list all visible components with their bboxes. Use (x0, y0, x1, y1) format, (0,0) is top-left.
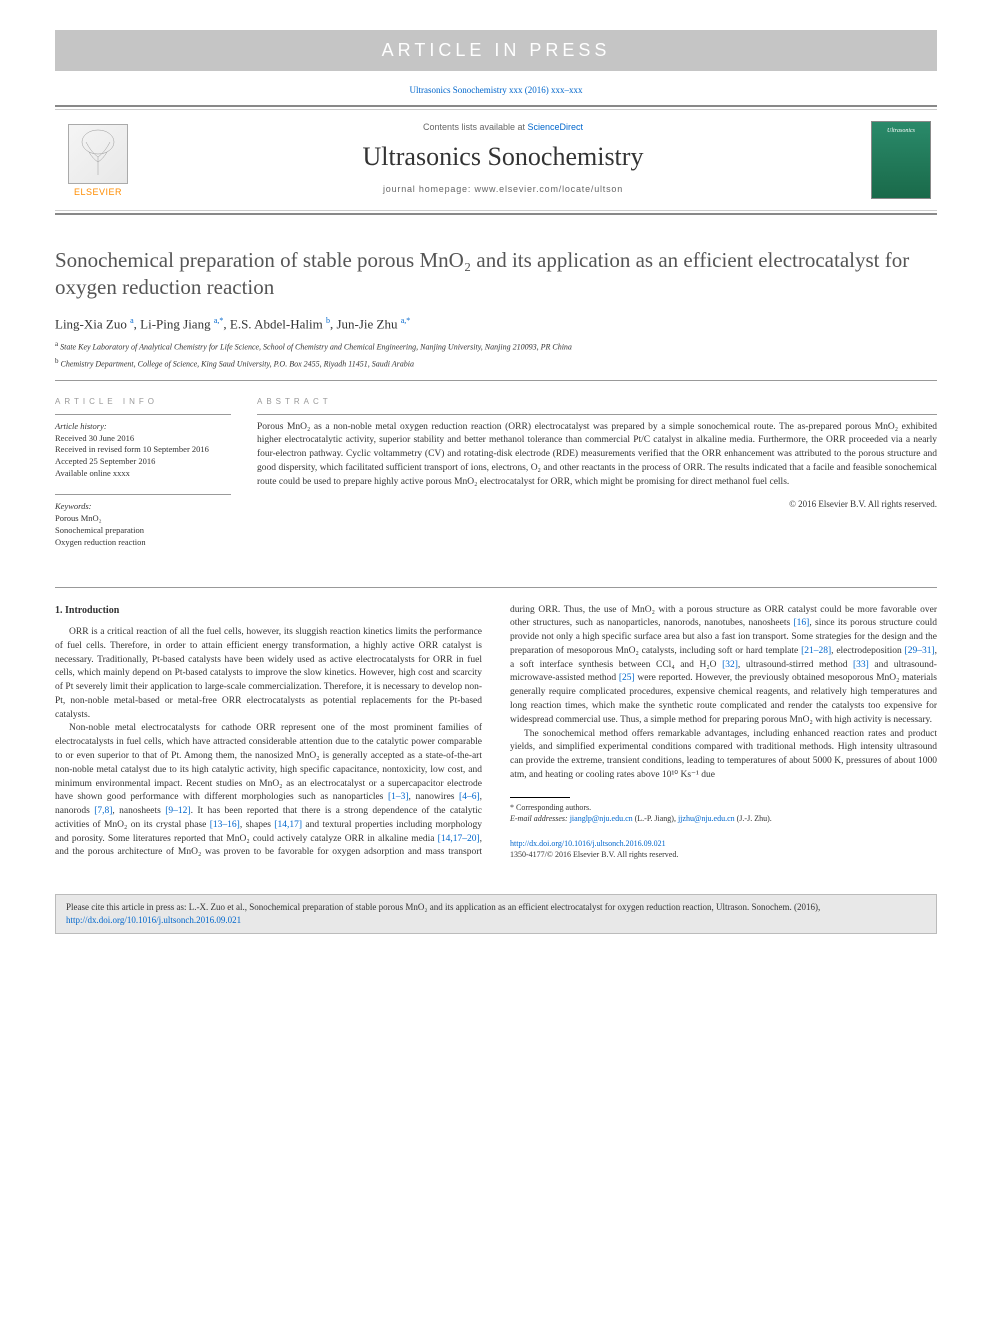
abstract-column: ABSTRACT Porous MnO₂ as a non-noble meta… (257, 397, 937, 563)
cover-title: Ultrasonics (887, 128, 915, 134)
cover-image: Ultrasonics (871, 121, 931, 199)
keyword: Oxygen reduction reaction (55, 537, 231, 549)
abstract-text: Porous MnO₂ as a non-noble metal oxygen … (257, 421, 937, 490)
ref-link[interactable]: [14,17–20] (438, 834, 480, 844)
email-label: E-mail addresses: (510, 814, 568, 823)
ref-link[interactable]: [33] (853, 660, 869, 670)
sciencedirect-link[interactable]: ScienceDirect (528, 122, 584, 132)
citebox-doi-link[interactable]: http://dx.doi.org/10.1016/j.ultsonch.201… (66, 915, 241, 925)
citebox-text: Please cite this article in press as: L.… (66, 902, 820, 912)
affiliation-a: a State Key Laboratory of Analytical Che… (55, 340, 937, 353)
authors-line: Ling-Xia Zuo a, Li-Ping Jiang a,*, E.S. … (55, 316, 937, 332)
divider (257, 414, 937, 415)
ref-link[interactable]: [13–16] (210, 820, 240, 830)
body-text: Non-noble metal electrocatalysts for cat… (55, 723, 482, 802)
body-text: , ultrasound-stirred method (738, 660, 853, 670)
footnote-separator (510, 797, 570, 798)
divider (55, 380, 937, 381)
body-text: , shapes (240, 820, 274, 830)
corresponding-authors-label: * Corresponding authors. (510, 802, 937, 813)
ref-link[interactable]: [25] (619, 673, 635, 683)
elsevier-label: ELSEVIER (74, 187, 122, 197)
email-link[interactable]: jjzhu@nju.edu.cn (678, 814, 735, 823)
elsevier-logo: ELSEVIER (55, 110, 141, 210)
article-title: Sonochemical preparation of stable porou… (55, 247, 937, 302)
body-paragraph: ORR is a critical reaction of all the fu… (55, 626, 482, 722)
keyword: Porous MnO₂ (55, 513, 231, 525)
article-history: Article history: Received 30 June 2016 R… (55, 421, 231, 480)
ref-link[interactable]: [7,8] (94, 806, 112, 816)
homepage-line: journal homepage: www.elsevier.com/locat… (141, 184, 865, 194)
section-heading: 1. Introduction (55, 604, 482, 619)
accepted-date: Accepted 25 September 2016 (55, 456, 231, 468)
keywords-block: Keywords: Porous MnO₂ Sonochemical prepa… (55, 501, 231, 549)
contents-line: Contents lists available at ScienceDirec… (141, 122, 865, 132)
abstract-label: ABSTRACT (257, 397, 937, 406)
ref-link[interactable]: [9–12] (165, 806, 190, 816)
journal-cover-thumb: Ultrasonics (865, 110, 937, 210)
online-date: Available online xxxx (55, 468, 231, 480)
doi-link[interactable]: http://dx.doi.org/10.1016/j.ultsonch.201… (510, 839, 666, 848)
affiliation-b-text: Chemistry Department, College of Science… (61, 359, 415, 368)
ref-link[interactable]: [32] (722, 660, 738, 670)
affiliation-a-text: State Key Laboratory of Analytical Chemi… (60, 343, 572, 352)
issn-copyright: 1350-4177/© 2016 Elsevier B.V. All right… (510, 850, 678, 859)
homepage-url[interactable]: www.elsevier.com/locate/ultson (474, 184, 623, 194)
contents-prefix: Contents lists available at (423, 122, 528, 132)
ref-link[interactable]: [1–3] (388, 792, 409, 802)
citation-line: Ultrasonics Sonochemistry xxx (2016) xxx… (55, 85, 937, 95)
citation-box: Please cite this article in press as: L.… (55, 894, 937, 933)
body-text: , electrodeposition (831, 646, 904, 656)
keywords-label: Keywords: (55, 501, 231, 513)
journal-name: Ultrasonics Sonochemistry (141, 142, 865, 172)
affiliation-b: b Chemistry Department, College of Scien… (55, 357, 937, 370)
body-paragraph: The sonochemical method offers remarkabl… (510, 728, 937, 783)
article-info-label: ARTICLE INFO (55, 397, 231, 406)
divider (55, 494, 231, 495)
divider (55, 587, 937, 588)
elsevier-tree-icon (68, 124, 128, 184)
body-text: , nanosheets (112, 806, 165, 816)
ref-link[interactable]: [21–28] (801, 646, 831, 656)
keyword: Sonochemical preparation (55, 525, 231, 537)
article-body: 1. Introduction ORR is a critical reacti… (55, 604, 937, 861)
article-info-column: ARTICLE INFO Article history: Received 3… (55, 397, 231, 563)
ref-link[interactable]: [14,17] (274, 820, 302, 830)
author-name: (J.-J. Zhu). (737, 814, 772, 823)
footnotes: * Corresponding authors. E-mail addresse… (510, 802, 937, 824)
homepage-prefix: journal homepage: (383, 184, 474, 194)
journal-header: ELSEVIER Contents lists available at Sci… (55, 105, 937, 215)
abstract-copyright: © 2016 Elsevier B.V. All rights reserved… (257, 499, 937, 509)
ref-link[interactable]: [4–6] (459, 792, 480, 802)
revised-date: Received in revised form 10 September 20… (55, 444, 231, 456)
article-in-press-banner: ARTICLE IN PRESS (55, 30, 937, 71)
received-date: Received 30 June 2016 (55, 433, 231, 445)
author-name: (L.-P. Jiang), (635, 814, 676, 823)
ref-link[interactable]: [29–31] (905, 646, 935, 656)
body-text: , nanowires (409, 792, 460, 802)
divider (55, 414, 231, 415)
citation-link[interactable]: Ultrasonics Sonochemistry xxx (2016) xxx… (410, 85, 583, 95)
email-link[interactable]: jianglp@nju.edu.cn (570, 814, 633, 823)
ref-link[interactable]: [16] (794, 618, 810, 628)
doi-block: http://dx.doi.org/10.1016/j.ultsonch.201… (510, 838, 937, 860)
history-label: Article history: (55, 421, 231, 433)
